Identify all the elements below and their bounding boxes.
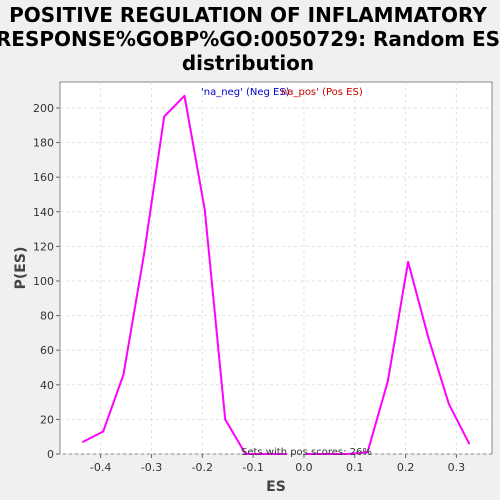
- data-point-neg: [244, 453, 247, 455]
- x-tick-label: -0.4: [90, 461, 111, 474]
- x-tick-label: 0.3: [448, 461, 466, 474]
- data-point-pos: [447, 402, 450, 405]
- y-tick-label: 160: [33, 171, 54, 184]
- series-lines: [81, 94, 471, 455]
- data-point-pos: [468, 442, 471, 445]
- data-point-neg: [285, 453, 288, 455]
- axis-ticks: -0.4 -0.3 -0.2 -0.1 0.0 0.1 0.2 0.3 0 20 40 60 80 100…: [33, 102, 465, 474]
- y-tick-label: 20: [40, 413, 54, 426]
- y-tick-label: 60: [40, 344, 54, 357]
- x-tick-label: -0.1: [242, 461, 263, 474]
- data-point-pos: [386, 380, 389, 383]
- x-tick-label: 0.2: [397, 461, 415, 474]
- legend-entry-neg: 'na_neg' (Neg ES): [201, 87, 290, 98]
- chart-title-line-1: POSITIVE REGULATION OF INFLAMMATORY: [9, 3, 487, 27]
- x-tick-label: -0.3: [141, 461, 162, 474]
- y-tick-label: 200: [33, 102, 54, 115]
- chart-title-line-3: distribution: [182, 51, 314, 75]
- y-tick-label: 180: [33, 137, 54, 150]
- data-point-neg: [163, 115, 166, 118]
- plot-area: [59, 81, 493, 455]
- x-tick-label: 0.1: [346, 461, 364, 474]
- data-point-neg: [122, 373, 125, 376]
- data-point-neg: [81, 440, 84, 443]
- y-tick-label: 100: [33, 275, 54, 288]
- y-tick-label: 0: [47, 448, 54, 461]
- y-tick-label: 140: [33, 206, 54, 219]
- x-axis-title: ES: [266, 479, 286, 495]
- chart-title-line-2: RESPONSE%GOBP%GO:0050729: Random ES: [0, 27, 500, 51]
- data-point-neg: [142, 254, 145, 256]
- pos-scores-annotation: Sets with pos scores: 26%: [241, 447, 372, 458]
- data-point-pos: [366, 451, 369, 454]
- grid-lines: [60, 82, 492, 455]
- data-point-neg: [102, 430, 105, 433]
- data-point-pos: [407, 261, 410, 263]
- data-point-pos: [305, 453, 308, 455]
- data-point-neg: [203, 209, 206, 211]
- y-tick-label: 40: [40, 379, 54, 392]
- x-tick-label: 0.0: [295, 461, 313, 474]
- data-point-pos: [325, 453, 328, 455]
- x-tick-label: -0.2: [192, 461, 213, 474]
- legend-entry-pos: na_pos' (Pos ES): [281, 87, 363, 98]
- y-tick-label: 80: [40, 310, 54, 323]
- data-point-pos: [427, 337, 430, 339]
- data-point-neg: [224, 418, 227, 421]
- data-point-neg: [183, 94, 186, 97]
- y-tick-label: 120: [33, 240, 54, 253]
- data-point-neg: [264, 453, 267, 455]
- y-axis-title: P(ES): [13, 247, 29, 290]
- data-point-pos: [346, 453, 349, 455]
